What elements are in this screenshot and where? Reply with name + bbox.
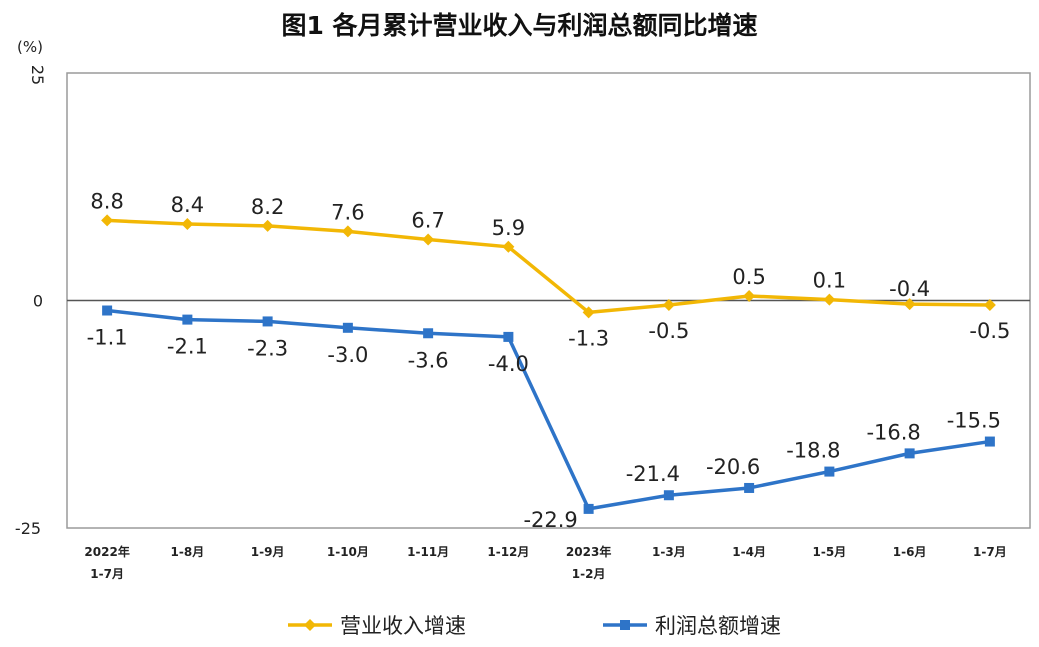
data-point	[983, 299, 996, 312]
data-point	[824, 466, 835, 477]
data-label: 8.4	[171, 193, 204, 217]
x-tick-label: 1-11月	[407, 545, 449, 559]
y-tick-label: 0	[33, 292, 43, 311]
data-point	[663, 490, 674, 501]
legend-item: 利润总额增速	[603, 614, 781, 638]
data-point	[342, 322, 353, 333]
data-label: 6.7	[411, 209, 444, 233]
series-2: -1.1 -2.1 -2.3 -3.0 -3.6 -4.0 -22.9 -21.4 -20.6 -…	[87, 305, 1001, 532]
x-tick-label: 1-10月	[327, 545, 369, 559]
y-tick-labels: 25 0 -25	[15, 65, 47, 538]
x-tick-label: 1-12月	[487, 545, 529, 559]
data-point	[582, 306, 595, 319]
data-point	[743, 289, 756, 302]
data-label: 5.9	[492, 216, 525, 240]
data-point	[503, 331, 514, 342]
data-point	[583, 503, 594, 514]
data-label: 0.5	[732, 265, 765, 289]
data-label: -0.4	[889, 277, 930, 301]
data-label: -1.1	[87, 326, 128, 350]
series-line	[107, 218, 990, 315]
data-point	[502, 240, 515, 253]
data-point	[984, 436, 995, 447]
legend-item: 营业收入增速	[288, 614, 466, 638]
legend: 营业收入增速 利润总额增速	[288, 614, 781, 638]
data-label: -15.5	[947, 409, 1001, 433]
x-tick-label: 1-3月	[652, 545, 686, 559]
data-label: -16.8	[866, 420, 920, 444]
chart-title: 图1 各月累计营业收入与利润总额同比增速	[281, 11, 758, 40]
x-tick-label: 2023年	[566, 544, 611, 559]
data-point	[101, 214, 114, 227]
data-label: -3.6	[408, 348, 449, 372]
x-tick-label: 2022年	[84, 544, 129, 559]
data-point	[182, 314, 193, 325]
data-label: -2.3	[247, 336, 288, 360]
data-point	[261, 219, 274, 232]
data-label: -4.0	[488, 352, 529, 376]
series-1: 8.8 8.4 8.2 7.6 6.7 5.9 -1.3 -0.5 0.5 0.1 -0.4 -0.5	[90, 189, 1010, 350]
y-tick-label: 25	[28, 65, 47, 85]
x-tick-label: 1-2月	[572, 567, 606, 581]
data-point	[262, 316, 273, 327]
data-point	[423, 328, 434, 339]
y-tick-label: -25	[15, 519, 41, 538]
data-label: -0.5	[648, 319, 689, 343]
series-group: 8.8 8.4 8.2 7.6 6.7 5.9 -1.3 -0.5 0.5 0.1 -0.4 -0.5…	[87, 189, 1011, 531]
y-axis-unit-label: (%)	[17, 38, 43, 56]
data-label: -1.3	[568, 326, 609, 350]
data-label: 7.6	[331, 200, 364, 224]
x-tick-label: 1-7月	[973, 545, 1007, 559]
data-point	[662, 299, 675, 312]
data-point	[903, 298, 916, 311]
data-label: 8.8	[90, 189, 123, 213]
data-label: -21.4	[626, 462, 680, 486]
data-label: -20.6	[706, 455, 760, 479]
x-tick-label: 1-7月	[90, 567, 124, 581]
data-point	[744, 482, 755, 493]
x-tick-label: 1-8月	[171, 545, 205, 559]
data-label: -0.5	[969, 319, 1010, 343]
data-label: 0.1	[813, 269, 846, 293]
legend-marker	[620, 620, 630, 630]
x-tick-label: 1-6月	[893, 545, 927, 559]
data-point	[181, 218, 194, 231]
x-tick-labels: 2022年 1-7月 1-8月 1-9月 1-10月 1-11月 1-12月 2023年 1-2…	[84, 544, 1006, 581]
data-label: -18.8	[786, 439, 840, 463]
data-label: -2.1	[167, 335, 208, 359]
legend-label: 营业收入增速	[340, 614, 466, 638]
x-tick-label: 1-9月	[251, 545, 285, 559]
data-point	[102, 305, 113, 316]
legend-label: 利润总额增速	[655, 614, 781, 638]
data-point	[904, 448, 915, 459]
x-tick-label: 1-5月	[813, 545, 847, 559]
x-tick-label: 1-4月	[732, 545, 766, 559]
data-point	[823, 293, 836, 306]
data-label: -22.9	[523, 508, 577, 532]
legend-marker	[304, 619, 316, 631]
data-label: -3.0	[327, 343, 368, 367]
data-label: 8.2	[251, 195, 284, 219]
series-line	[106, 308, 991, 511]
data-point	[422, 233, 435, 246]
data-point	[341, 225, 354, 238]
